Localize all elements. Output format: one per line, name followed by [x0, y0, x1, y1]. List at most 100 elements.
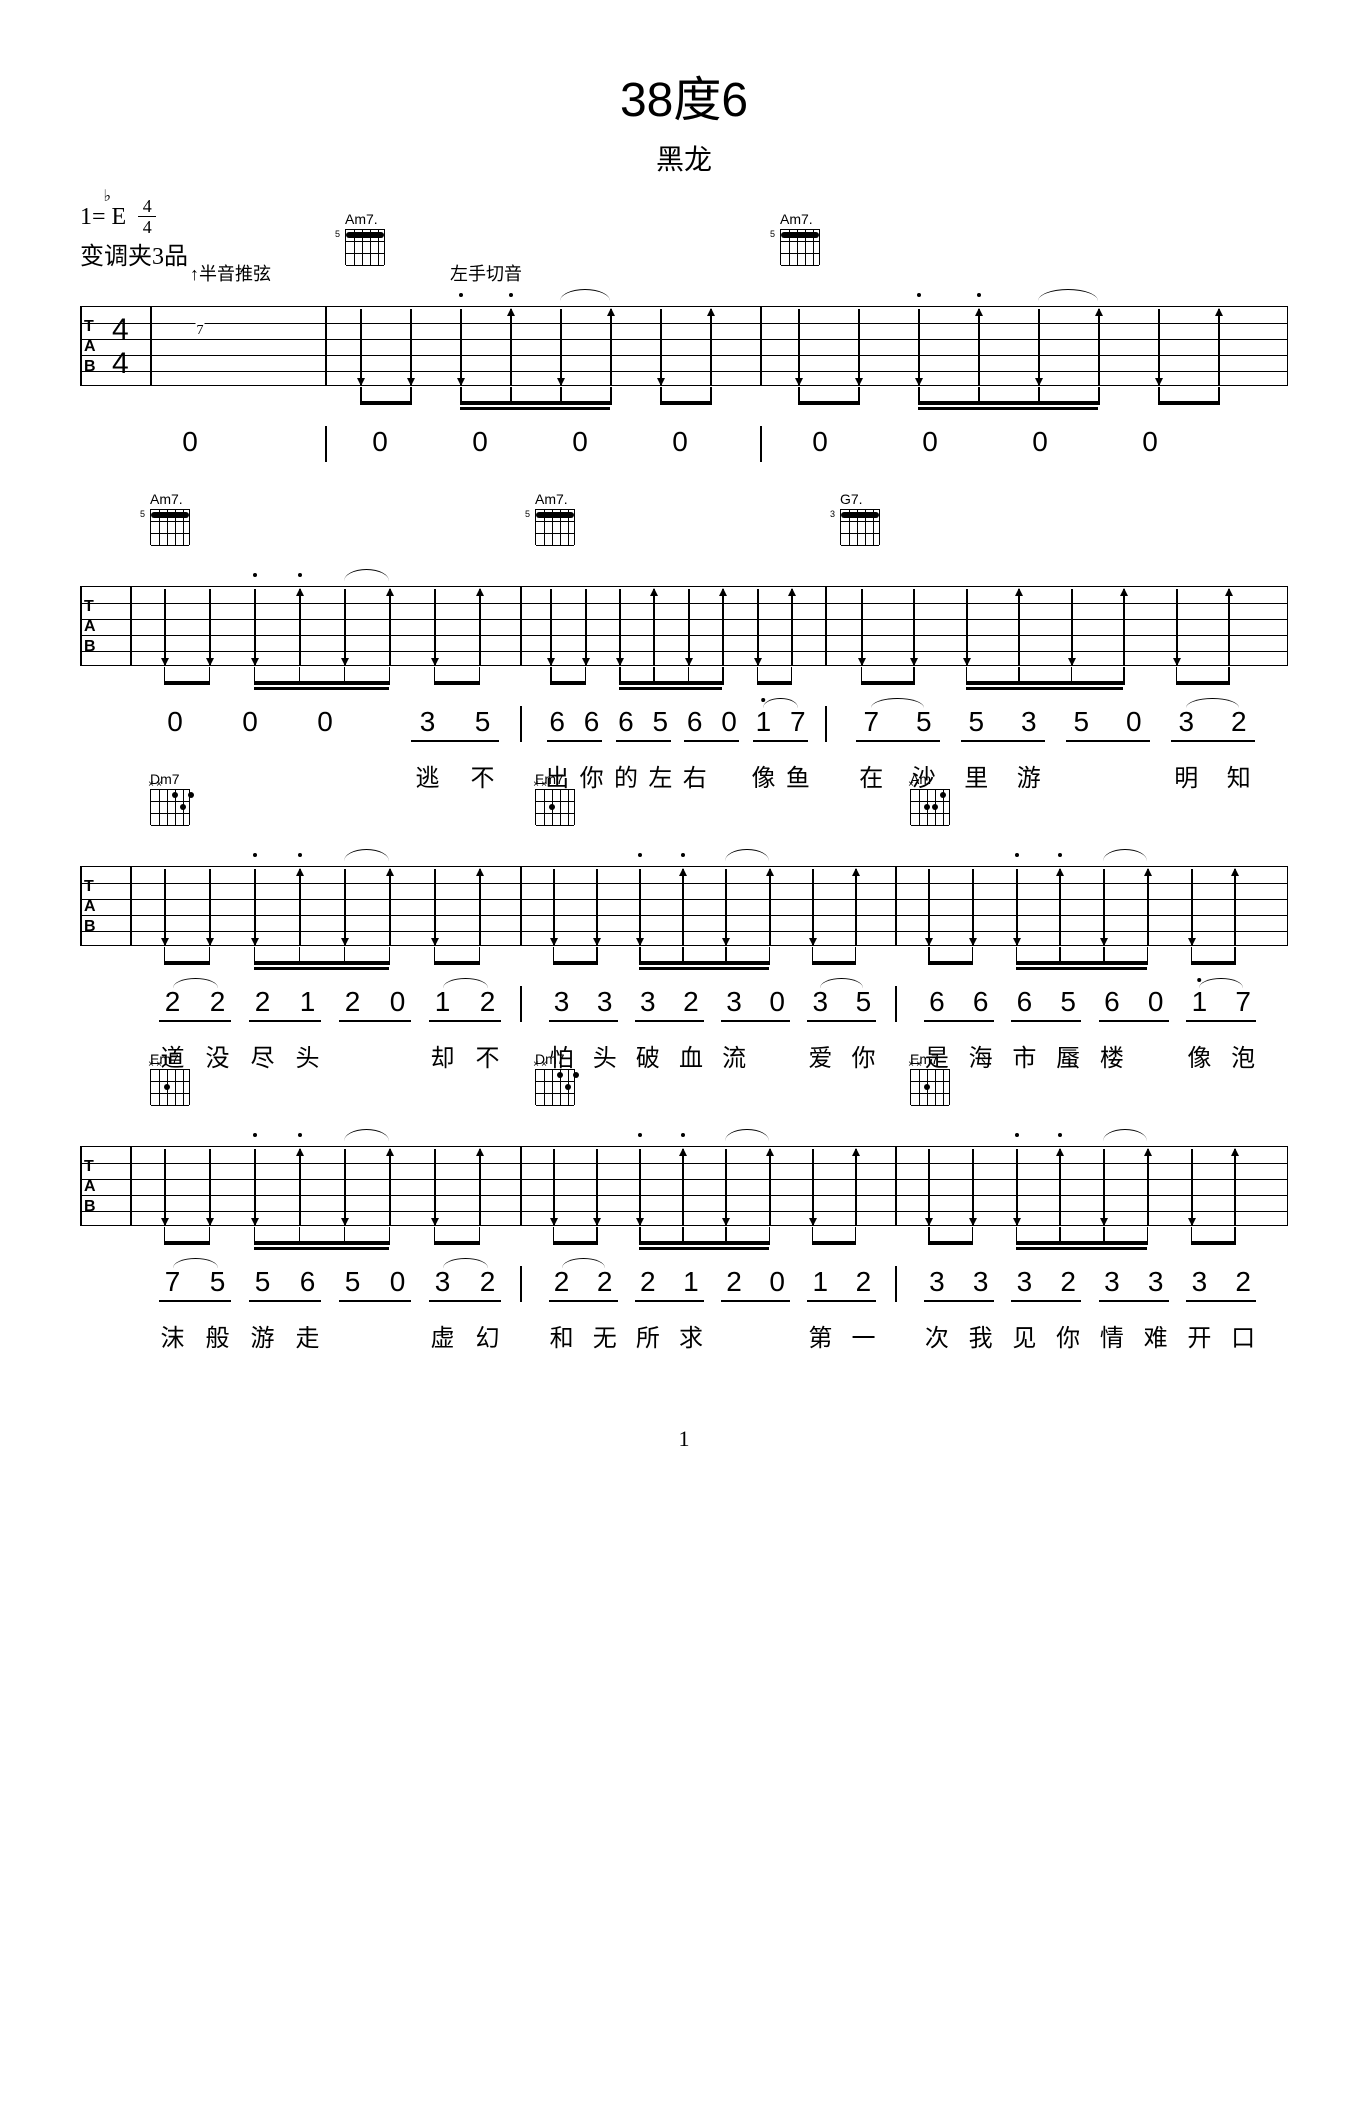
jp-note: 5 [916, 706, 932, 738]
lyric: 在 [859, 758, 883, 793]
tab-staff-1: TAB 44 7 [80, 306, 1288, 386]
bend-annotation: ↑半音推弦 [190, 260, 271, 286]
jp-note: 2 [1235, 1266, 1251, 1298]
jp-note: 0 [769, 986, 785, 1018]
lyric: 却 [431, 1038, 455, 1073]
jp-note: 1 [1192, 986, 1208, 1018]
lyric: 头 [593, 1038, 617, 1073]
jianpu-4: 7沫5般5游6走503虚2幻2和2无2所1求201第2一3次3我3见2你3情3难… [80, 1266, 1288, 1356]
jianpu-3: 2道2没2尽1头201却2不3怕3头3破2血3流03爱5你6是6海6市5蜃6楼0… [80, 986, 1288, 1076]
jp-note: 2 [640, 1266, 656, 1298]
lyric: 蜃 [1056, 1038, 1080, 1073]
jp-note: 6 [1104, 986, 1120, 1018]
lyric: 里 [964, 758, 988, 793]
jp-note: 2 [480, 986, 496, 1018]
jp-note: 1 [813, 1266, 829, 1298]
lyric: 我 [969, 1318, 993, 1353]
jp-note: 5 [1060, 986, 1076, 1018]
jp-note: 2 [597, 1266, 613, 1298]
jp-note: 7 [165, 1266, 181, 1298]
chord-am7-2: Am7. 5 [780, 211, 830, 265]
jp-note: 2 [726, 1266, 742, 1298]
jp-note: 5 [856, 986, 872, 1018]
artist-name: 黑龙 [80, 138, 1288, 178]
jp-note: 3 [420, 706, 436, 738]
jp-note: 3 [1148, 1266, 1164, 1298]
jp-note: 0 [1032, 426, 1048, 458]
jp-note: 3 [1178, 706, 1194, 738]
jp-note: 3 [726, 986, 742, 1018]
chord-g7: G7.3 [840, 491, 890, 545]
jp-note: 2 [480, 1266, 496, 1298]
lyric: 游 [1017, 758, 1041, 793]
tab-note: 7 [196, 323, 205, 339]
lyric: 像 [1187, 1038, 1211, 1073]
lyric: 一 [851, 1318, 875, 1353]
lyric: 楼 [1100, 1038, 1124, 1073]
jp-note: 0 [390, 1266, 406, 1298]
jp-note: 2 [856, 1266, 872, 1298]
lyric: 不 [471, 758, 495, 793]
jp-note: 0 [769, 1266, 785, 1298]
jp-note: 5 [968, 706, 984, 738]
jp-note: 6 [687, 706, 703, 738]
chord-em7: Em7 ×× [535, 771, 585, 825]
lyric: 游 [251, 1318, 275, 1353]
tab-staff-4: TAB [80, 1146, 1288, 1226]
jp-note: 3 [973, 1266, 989, 1298]
lyric: 左 [648, 758, 672, 793]
jp-note: 3 [554, 986, 570, 1018]
lyric: 鱼 [786, 758, 810, 793]
jp-note: 5 [1073, 706, 1089, 738]
lyric: 虚 [431, 1318, 455, 1353]
lyric: 开 [1187, 1318, 1211, 1353]
lyric: 尽 [251, 1038, 275, 1073]
jp-note: 5 [255, 1266, 271, 1298]
jp-note: 0 [242, 706, 258, 738]
jp-note: 0 [372, 426, 388, 458]
chord-dm7: Dm7 ×× [150, 771, 200, 825]
jp-note: 2 [1231, 706, 1247, 738]
jp-note: 2 [165, 986, 181, 1018]
jp-note: 3 [640, 986, 656, 1018]
jp-note: 1 [435, 986, 451, 1018]
lyric: 所 [636, 1318, 660, 1353]
jp-note: 0 [317, 706, 333, 738]
jp-note: 3 [597, 986, 613, 1018]
tab-staff-3: TAB [80, 866, 1288, 946]
jp-note: 3 [1017, 1266, 1033, 1298]
jp-note: 3 [1104, 1266, 1120, 1298]
key-flat [106, 198, 112, 236]
lyric: 明 [1174, 758, 1198, 793]
tab-staff-2: TAB [80, 586, 1288, 666]
lyric: 你 [851, 1038, 875, 1073]
lyric: 市 [1012, 1038, 1036, 1073]
chord-em7-2: Em7 ×× [150, 1051, 200, 1105]
capo-text: 变调夹3品 [80, 244, 188, 270]
lyric: 泡 [1231, 1038, 1255, 1073]
system-3: Dm7 ×× Em7 ×× Am × TAB 2道2没2尽1头201却2不3怕3… [80, 866, 1288, 1076]
lyric: 第 [808, 1318, 832, 1353]
chord-em7-3: Em7 ×× [910, 1051, 960, 1105]
jp-note: 2 [683, 986, 699, 1018]
chord-am: Am × [910, 771, 960, 825]
jp-note: 1 [683, 1266, 699, 1298]
mute-annotation: 左手切音 [450, 260, 522, 286]
lyric: 爱 [808, 1038, 832, 1073]
jp-note: 0 [1126, 706, 1142, 738]
lyric: 不 [476, 1038, 500, 1073]
lyric: 流 [722, 1038, 746, 1073]
jp-note: 0 [472, 426, 488, 458]
page-number: 1 [80, 1426, 1288, 1452]
chord-am7-1: Am7. 5 [345, 211, 395, 265]
system-2: Am7.5 Am7.5 G7.3 TAB 0003逃5不6出6你6的5左6右01… [80, 586, 1288, 796]
jp-note: 3 [813, 986, 829, 1018]
jp-note: 6 [549, 706, 565, 738]
song-title: 38度6 [80, 60, 1288, 130]
lyric: 情 [1100, 1318, 1124, 1353]
jp-note: 5 [653, 706, 669, 738]
lyric: 破 [636, 1038, 660, 1073]
jp-note: 6 [973, 986, 989, 1018]
jp-note: 6 [300, 1266, 316, 1298]
jp-note: 2 [554, 1266, 570, 1298]
